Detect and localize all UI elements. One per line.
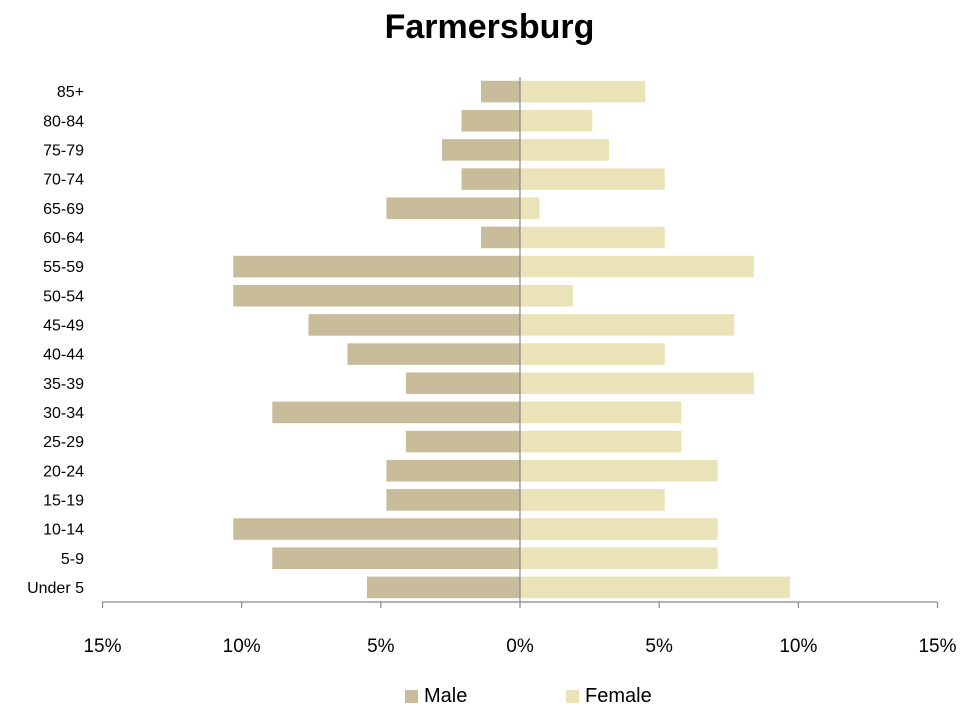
category-label: 40-44 bbox=[43, 347, 84, 364]
x-tick-label: 0% bbox=[506, 636, 534, 657]
bar-female-6 bbox=[520, 255, 754, 278]
category-label: 65-69 bbox=[43, 201, 84, 218]
bar-male-16 bbox=[272, 547, 520, 570]
category-label: 30-34 bbox=[43, 405, 84, 422]
legend-item-female: Female bbox=[566, 685, 652, 708]
bar-female-11 bbox=[520, 401, 682, 424]
bar-male-5 bbox=[481, 226, 520, 249]
bar-female-0 bbox=[520, 80, 646, 103]
category-label: 10-14 bbox=[43, 522, 84, 539]
x-axis: 15% 10% 5% 0% 5% 10% 15% bbox=[83, 601, 957, 657]
bar-male-17 bbox=[366, 576, 520, 599]
bar-female-9 bbox=[520, 343, 665, 365]
category-label: 45-49 bbox=[43, 317, 84, 334]
category-label: 85+ bbox=[57, 84, 84, 101]
x-tick-label: 15% bbox=[83, 636, 121, 657]
bar-female-3 bbox=[520, 168, 665, 190]
bar-male-13 bbox=[386, 459, 520, 482]
category-label: 75-79 bbox=[43, 142, 84, 159]
bar-female-14 bbox=[520, 489, 665, 511]
category-label: 70-74 bbox=[43, 172, 84, 189]
bar-female-12 bbox=[520, 430, 682, 453]
x-tick-label: 10% bbox=[779, 636, 817, 657]
bar-male-11 bbox=[272, 401, 520, 424]
x-tick-label: 5% bbox=[367, 636, 395, 657]
bar-female-1 bbox=[520, 109, 593, 132]
bar-female-2 bbox=[520, 139, 610, 161]
category-label: 25-29 bbox=[43, 434, 84, 451]
bar-male-1 bbox=[461, 109, 520, 132]
x-tick-label: 10% bbox=[223, 636, 261, 657]
legend-item-male: Male bbox=[405, 685, 467, 708]
male-bars bbox=[233, 80, 521, 599]
bar-female-13 bbox=[520, 459, 718, 482]
chart-title: Farmersburg bbox=[384, 8, 595, 46]
bar-female-4 bbox=[520, 197, 540, 220]
category-label: 20-24 bbox=[43, 463, 84, 480]
category-label: 35-39 bbox=[43, 376, 84, 393]
bar-male-2 bbox=[442, 139, 520, 161]
bar-male-8 bbox=[308, 314, 520, 336]
bar-female-10 bbox=[520, 372, 754, 395]
category-labels: 85+ 80-84 75-79 70-74 65-69 60-64 55-59 50-54 45… bbox=[27, 84, 84, 597]
bar-male-4 bbox=[386, 197, 520, 220]
bar-male-3 bbox=[461, 168, 520, 190]
bar-female-17 bbox=[520, 576, 790, 599]
x-tick-label: 5% bbox=[645, 636, 673, 657]
legend-swatch-female bbox=[566, 690, 579, 703]
category-label: 15-19 bbox=[43, 492, 84, 509]
bar-female-5 bbox=[520, 226, 665, 249]
bar-male-12 bbox=[405, 430, 520, 453]
bar-male-7 bbox=[233, 284, 521, 307]
x-tick-label: 15% bbox=[918, 636, 956, 657]
category-label: 5-9 bbox=[61, 551, 84, 568]
category-label: 80-84 bbox=[43, 113, 84, 130]
legend-swatch-male bbox=[405, 690, 418, 703]
bar-female-16 bbox=[520, 547, 718, 570]
bar-male-6 bbox=[233, 255, 521, 278]
bar-female-7 bbox=[520, 284, 573, 307]
bar-male-9 bbox=[347, 343, 520, 365]
category-label: 50-54 bbox=[43, 288, 84, 305]
bar-male-14 bbox=[386, 489, 520, 511]
bar-female-15 bbox=[520, 518, 718, 540]
category-label: 55-59 bbox=[43, 259, 84, 276]
female-bars bbox=[520, 80, 790, 599]
legend-label-male: Male bbox=[424, 685, 468, 707]
legend: Male Female bbox=[0, 685, 979, 713]
bar-male-0 bbox=[481, 80, 520, 103]
bar-male-15 bbox=[233, 518, 521, 540]
category-label: Under 5 bbox=[27, 580, 84, 597]
category-label: 60-64 bbox=[43, 230, 84, 247]
legend-label-female: Female bbox=[585, 685, 652, 707]
bar-female-8 bbox=[520, 314, 735, 336]
bar-male-10 bbox=[405, 372, 520, 395]
